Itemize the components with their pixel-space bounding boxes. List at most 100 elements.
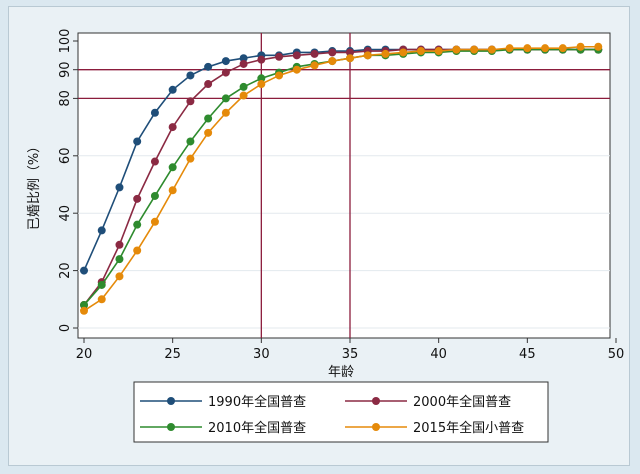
gridlines <box>78 155 610 329</box>
data-point <box>292 51 301 60</box>
legend-item: 2010年全国普查 <box>140 420 306 436</box>
y-tick-label: 0 <box>58 324 73 332</box>
data-point <box>115 272 124 281</box>
x-tick-label: 45 <box>519 347 536 362</box>
legend-swatch-marker <box>372 397 380 405</box>
data-point <box>133 220 142 229</box>
data-point <box>97 280 106 289</box>
data-point <box>381 49 390 58</box>
data-point <box>115 240 124 249</box>
data-point <box>346 48 354 57</box>
data-point <box>150 108 159 117</box>
data-point <box>204 128 213 137</box>
legend-label: 1990年全国普查 <box>208 394 306 410</box>
data-point <box>204 62 213 71</box>
data-point <box>150 191 159 200</box>
y-tick-label: 40 <box>58 205 73 222</box>
data-point <box>346 54 354 63</box>
data-point <box>310 49 319 58</box>
y-axis-label: 已婚比例（%） <box>27 140 42 230</box>
data-point <box>470 45 479 54</box>
data-point <box>275 71 284 80</box>
data-point <box>168 85 177 94</box>
data-point <box>576 42 585 51</box>
data-point <box>452 45 461 54</box>
legend-swatch-marker <box>372 423 380 431</box>
data-point <box>487 45 496 54</box>
data-series <box>80 42 603 315</box>
data-point <box>434 47 443 56</box>
data-point <box>168 123 177 132</box>
data-point <box>80 266 88 275</box>
data-point <box>186 137 195 146</box>
x-tick-label: 40 <box>430 347 447 362</box>
legend-box <box>133 381 549 443</box>
data-point <box>221 94 230 103</box>
y-tick-label: 80 <box>58 90 73 107</box>
data-point <box>133 246 142 255</box>
data-point <box>416 47 425 56</box>
legend-item: 1990年全国普查 <box>140 394 306 410</box>
data-point <box>186 154 195 163</box>
data-point <box>541 44 550 53</box>
data-point <box>80 306 88 315</box>
data-point <box>328 57 337 66</box>
series-4 <box>80 42 603 315</box>
data-point <box>186 71 195 80</box>
data-point <box>204 114 213 123</box>
data-point <box>221 108 230 117</box>
x-tick-label: 25 <box>164 347 181 362</box>
data-point <box>239 54 248 63</box>
legend-swatch-marker <box>167 423 175 431</box>
y-tick-label: 20 <box>58 262 73 279</box>
data-point <box>204 80 213 89</box>
legend-item: 2015年全国小普查 <box>345 420 524 436</box>
data-point <box>168 163 177 172</box>
data-point <box>133 194 142 203</box>
y-tick-label: 100 <box>58 29 73 54</box>
x-tick-label: 35 <box>342 347 359 362</box>
x-tick-label: 20 <box>76 347 93 362</box>
data-point <box>115 255 124 264</box>
x-axis-label: 年龄 <box>328 365 354 380</box>
data-point <box>505 44 514 53</box>
data-point <box>523 44 532 53</box>
data-point <box>168 186 177 195</box>
data-point <box>239 59 248 68</box>
legend-label: 2015年全国小普查 <box>413 420 524 436</box>
data-point <box>186 97 195 106</box>
x-tick-label: 50 <box>608 347 625 362</box>
data-point <box>292 65 301 74</box>
data-point <box>363 51 372 60</box>
axes: 0 20 40 60 80 90 100 20 25 30 35 40 45 50 <box>58 29 624 362</box>
y-tick-label: 90 <box>58 61 73 78</box>
data-point <box>221 68 230 77</box>
data-point <box>221 57 230 66</box>
data-point <box>275 52 284 61</box>
data-point <box>239 91 248 100</box>
legend-label: 2000年全国普查 <box>413 394 511 410</box>
data-point <box>310 61 319 70</box>
y-tick-label: 60 <box>58 148 73 165</box>
data-point <box>239 82 248 91</box>
data-point <box>80 301 88 310</box>
data-point <box>150 217 159 226</box>
x-tick-label: 30 <box>253 347 270 362</box>
data-point <box>594 42 603 51</box>
data-point <box>328 48 337 57</box>
data-point <box>150 157 159 166</box>
data-point <box>399 48 408 57</box>
data-point <box>97 226 106 235</box>
data-point <box>115 183 124 192</box>
data-point <box>257 74 266 83</box>
legend-label: 2010年全国普查 <box>208 420 306 436</box>
plot-area <box>77 32 611 339</box>
legend: 1990年全国普查 2000年全国普查 2010年全国普查 2015年全国小普查 <box>133 381 549 443</box>
data-point <box>257 80 266 89</box>
data-point <box>133 137 142 146</box>
legend-item: 2000年全国普查 <box>345 394 511 410</box>
data-point <box>558 44 567 53</box>
legend-swatch-marker <box>167 397 175 405</box>
data-point <box>257 55 266 64</box>
